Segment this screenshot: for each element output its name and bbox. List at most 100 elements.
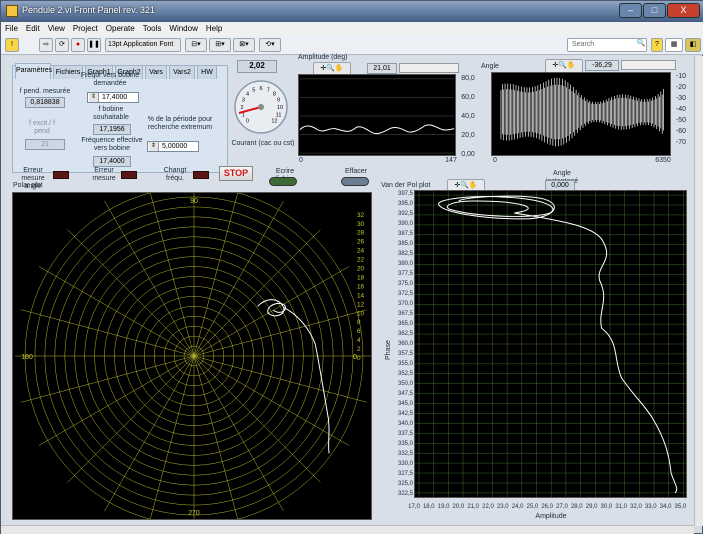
abort-icon[interactable]: ● <box>71 38 85 52</box>
horizontal-scrollbar[interactable] <box>1 525 694 534</box>
polar-top-label: 90 <box>190 198 198 205</box>
changt-led <box>193 171 209 179</box>
font-select[interactable]: 13pt Application Font <box>105 38 181 52</box>
angle-y-tick: -60 <box>675 128 687 135</box>
vdp-y-tick: 325,0 <box>397 481 413 487</box>
vdp-x-tick: 21,0 <box>467 504 480 510</box>
f-excit-label: f excit./ f pend <box>28 120 56 135</box>
connector-pane-icon: ▦ <box>665 38 683 52</box>
polar-radius-label: 32 <box>357 212 365 219</box>
reorder-icon[interactable]: ⟲▾ <box>259 38 281 52</box>
maximize-button[interactable]: □ <box>643 3 666 18</box>
gauge-value: 2,02 <box>237 60 277 73</box>
menu-file[interactable]: File <box>5 24 18 33</box>
minimize-button[interactable]: – <box>619 3 642 18</box>
periode-control[interactable]: ⇕ 5,00000 <box>147 141 199 152</box>
menu-view[interactable]: View <box>47 24 65 33</box>
vdp-y-tick: 365,0 <box>397 321 413 327</box>
vdp-y-tick: 352,5 <box>397 371 413 377</box>
run-arrow-icon[interactable]: ⇨ <box>39 38 53 52</box>
vdp-y-tick: 385,0 <box>397 241 413 247</box>
amplitude-slider[interactable] <box>399 63 459 73</box>
run-continuous-icon[interactable]: ⟳ <box>55 38 69 52</box>
tab-vars2[interactable]: Vars2 <box>169 65 195 79</box>
menu-tools[interactable]: Tools <box>142 24 162 33</box>
tab-graph2[interactable]: Graph2 <box>115 65 143 79</box>
gauge-tick: 0 <box>246 118 249 124</box>
gauge-tick: 10 <box>277 105 283 111</box>
spin-icon[interactable]: ⇕ <box>89 93 99 102</box>
close-button[interactable]: X <box>667 3 700 18</box>
gauge-tick: 7 <box>267 87 270 93</box>
vdp-x-tick: 18,0 <box>422 504 435 510</box>
erreur-mesure-label: Erreur mesure <box>92 167 116 182</box>
search-icon[interactable]: 🔍 <box>636 40 646 47</box>
vdp-y-tick: 360,0 <box>397 341 413 347</box>
tab-paramètres[interactable]: Paramètres <box>15 63 52 79</box>
effacer-toggle[interactable] <box>341 177 369 186</box>
changt-label: Changt fréqu. <box>163 167 187 182</box>
vdp-x-tick: 27,0 <box>556 504 568 510</box>
vdp-x-tick: 33,0 <box>644 504 657 510</box>
vdp-y-tick: 347,5 <box>397 391 413 397</box>
vdp-x-tick: 31,0 <box>615 504 628 510</box>
f-bobine-indicator: 17,1956 <box>93 124 131 135</box>
align-objects-icon[interactable]: ⊟▾ <box>185 38 207 52</box>
amplitude-value: 21,01 <box>367 63 397 74</box>
f-excit-control[interactable]: 21 <box>25 139 65 150</box>
angle-title: Angle <box>481 63 499 70</box>
periode-label: % de la période pour recherche extremum <box>147 116 213 131</box>
vdp-y-tick: 337,5 <box>397 431 413 437</box>
f-pend-label: f pend. mesurée <box>19 88 71 95</box>
pause-icon[interactable]: ❚❚ <box>87 38 101 52</box>
menu-window[interactable]: Window <box>169 24 198 33</box>
graph-palette-angle[interactable]: ✛🔍✋ <box>545 59 583 73</box>
menu-help[interactable]: Help <box>205 24 223 33</box>
vdp-x-tick: 19,0 <box>437 504 450 510</box>
polar-left-label: 180 <box>21 354 33 361</box>
vdp-x-tick: 24,0 <box>511 504 524 510</box>
vdp-y-tick: 342,5 <box>397 411 413 417</box>
tab-hw[interactable]: HW <box>197 65 217 79</box>
stop-button[interactable]: STOP <box>219 166 253 181</box>
tab-graph1[interactable]: Graph1 <box>85 65 113 79</box>
angle-slider[interactable] <box>621 60 676 70</box>
tab-vars[interactable]: Vars <box>145 65 167 79</box>
vdp-x-tick: 25,0 <box>526 504 539 510</box>
vertical-scrollbar[interactable] <box>694 56 703 526</box>
labview-app-icon <box>6 5 18 17</box>
menu-operate[interactable]: Operate <box>105 24 135 33</box>
vdp-y-tick: 397,5 <box>397 191 413 197</box>
vdp-y-tick: 382,5 <box>397 251 413 257</box>
vdp-y-tick: 367,5 <box>397 311 413 317</box>
vdp-y-tick: 387,5 <box>397 231 413 237</box>
polar-title: Polar plot <box>13 182 43 189</box>
vdp-y-tick: 395,0 <box>397 201 413 207</box>
vdp-x-tick: 30,0 <box>600 504 613 510</box>
vdp-x-tick: 22,0 <box>482 504 494 510</box>
warning-icon[interactable]: ! <box>5 38 19 52</box>
ecrire-toggle[interactable] <box>269 177 297 186</box>
help-icon[interactable]: ? <box>651 38 663 52</box>
resize-objects-icon[interactable]: ⊠▾ <box>233 38 255 52</box>
spin-icon[interactable]: ⇕ <box>149 142 159 151</box>
gauge-tick: 3 <box>242 98 245 104</box>
menu-edit[interactable]: Edit <box>25 24 40 33</box>
vdp-y-tick: 332,5 <box>397 451 413 457</box>
gauge-tick: 9 <box>277 98 280 104</box>
vdp-x-tick: 32,0 <box>630 504 642 510</box>
vdp-x-tick: 35,0 <box>674 504 687 510</box>
vdp-y-tick: 345,0 <box>397 401 413 407</box>
vdp-y-tick: 362,5 <box>397 331 413 337</box>
gauge-label: Courant (cac ou cst) <box>231 140 295 147</box>
angle-value: -36,29 <box>585 60 619 71</box>
tab-fichiers[interactable]: Fichiers <box>53 65 83 79</box>
search-input[interactable]: Search <box>567 38 647 52</box>
polar-radius-label: 4 <box>357 337 361 344</box>
distribute-objects-icon[interactable]: ⊞▾ <box>209 38 231 52</box>
vdp-title: Van der Pol plot <box>381 182 431 189</box>
menu-project[interactable]: Project <box>72 24 98 33</box>
freq-demandee-control[interactable]: ⇕ 17,4000 <box>87 92 139 103</box>
angle-graph <box>491 72 671 156</box>
amplitude-y-tick: 0,00 <box>461 151 475 158</box>
